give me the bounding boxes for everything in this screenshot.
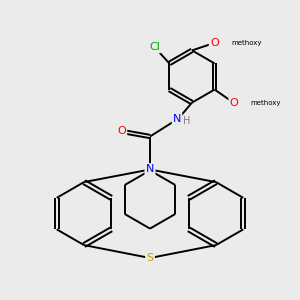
Text: H: H	[183, 116, 190, 126]
Text: O: O	[230, 98, 239, 108]
Text: Cl: Cl	[149, 42, 160, 52]
Text: methoxy: methoxy	[250, 100, 281, 106]
Text: N: N	[146, 164, 154, 175]
Text: O: O	[210, 38, 219, 48]
Text: O: O	[117, 126, 126, 136]
Text: S: S	[146, 253, 154, 263]
Text: N: N	[173, 113, 181, 124]
Text: methoxy: methoxy	[231, 40, 262, 46]
